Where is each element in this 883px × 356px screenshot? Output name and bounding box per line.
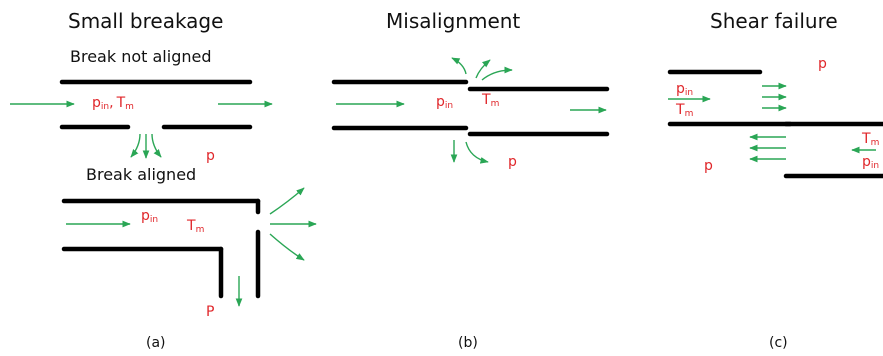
panel-c-title: Shear failure: [710, 9, 838, 33]
leak-arrow-left: [130, 133, 141, 158]
panel-c: Shear failure p p pin Tm Tm pin (c): [667, 9, 883, 351]
shear-pin-right-label: pin: [862, 154, 879, 171]
break-not-aligned-label: Break not aligned: [70, 47, 211, 66]
jet-arrow-down: [269, 233, 305, 261]
panel-b-title: Misalignment: [386, 9, 520, 33]
shear-tm-label: Tm: [675, 102, 693, 119]
outside-pressure-label-a: p: [206, 148, 215, 164]
misalign-tm-label: Tm: [481, 92, 499, 109]
aligned-pin-label: pin: [141, 208, 158, 225]
upper-leak-arrow-left: [451, 57, 467, 75]
misalign-pin-label: pin: [436, 94, 453, 111]
lower-leak-arrow-right: [465, 141, 489, 164]
outside-pressure-label-c-bottom: p: [704, 158, 713, 174]
jet-arrow-up: [269, 187, 305, 215]
panel-a: Small breakage Break not aligned pin, Tm …: [10, 9, 317, 351]
break-aligned-label: Break aligned: [86, 165, 196, 184]
panel-a-caption: (a): [146, 335, 166, 351]
outside-pressure-label-b: p: [508, 154, 517, 170]
panel-b-caption: (b): [458, 335, 478, 351]
outside-pressure-label-a2: P: [206, 304, 214, 320]
panel-a-title: Small breakage: [68, 9, 223, 33]
shear-pin-label: pin: [676, 81, 693, 98]
leak-arrow-right: [151, 133, 162, 158]
upper-leak-arrow-right: [481, 66, 513, 81]
pin-tm-label: pin, Tm: [92, 95, 134, 112]
aligned-tm-label: Tm: [186, 218, 204, 235]
outside-pressure-label-c-top: p: [818, 56, 827, 72]
upper-leak-arrow-mid: [475, 59, 491, 79]
panel-c-caption: (c): [769, 335, 788, 351]
shear-tm-right-label: Tm: [861, 131, 879, 148]
panel-b: Misalignment pin Tm p (b): [331, 9, 610, 351]
